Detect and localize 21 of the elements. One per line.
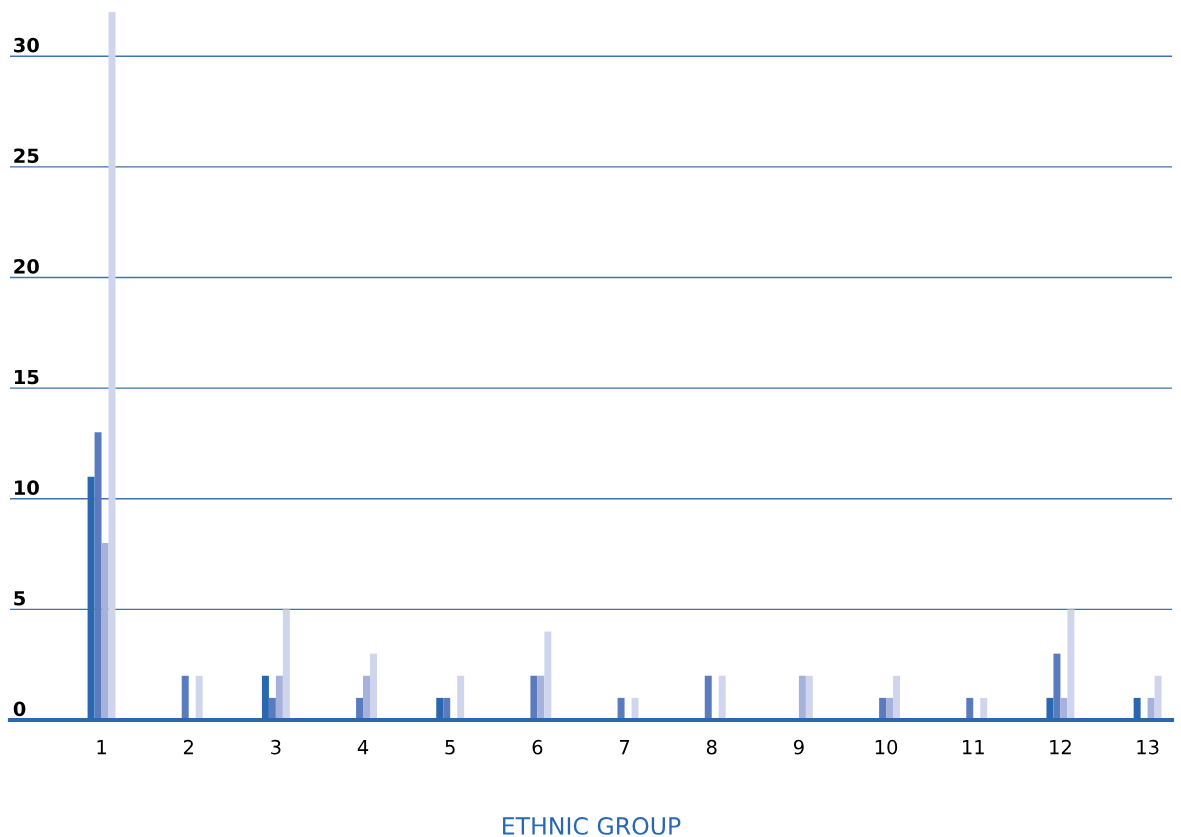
y-tick-label: 5 bbox=[14, 591, 25, 606]
y-tick-label: 25 bbox=[14, 148, 39, 164]
x-tick-label: 9 bbox=[793, 739, 804, 755]
x-tick-label: 4 bbox=[357, 740, 369, 755]
x-tick-label: 1 bbox=[97, 740, 106, 755]
x-axis-title: ETHNIC GROUP bbox=[503, 817, 681, 835]
x-tick-label: 10 bbox=[875, 739, 898, 755]
x-tick-label: 8 bbox=[706, 739, 717, 755]
x-tick-label: 12 bbox=[1050, 739, 1071, 755]
x-tick-label: 13 bbox=[1137, 739, 1159, 755]
y-tick-label: 0 bbox=[13, 701, 26, 717]
y-tick-label: 15 bbox=[14, 369, 39, 385]
x-tick-label: 6 bbox=[532, 739, 543, 755]
y-tick-label: 20 bbox=[14, 259, 39, 274]
x-tick-label: 2 bbox=[183, 739, 193, 755]
x-tick-label: 3 bbox=[271, 739, 281, 755]
x-tick-label: 5 bbox=[445, 740, 455, 755]
x-tick-label: 7 bbox=[619, 740, 630, 755]
y-tick-label: 30 bbox=[14, 37, 39, 53]
x-tick-label: 11 bbox=[963, 740, 984, 755]
y-tick-label: 10 bbox=[14, 480, 39, 495]
